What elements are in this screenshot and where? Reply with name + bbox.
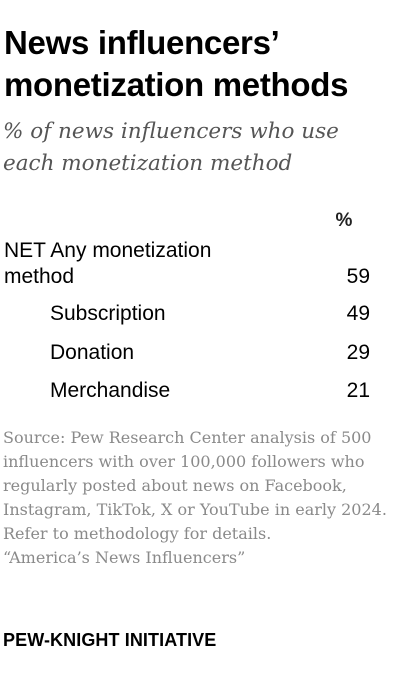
table-row-net: NET Any monetization method 59 bbox=[4, 238, 374, 292]
row-value: 59 bbox=[346, 265, 370, 288]
row-value: 49 bbox=[346, 302, 370, 325]
row-label: Merchandise bbox=[50, 379, 171, 402]
column-header-percent: % bbox=[335, 210, 353, 231]
row-value: 29 bbox=[346, 341, 370, 364]
row-label: Donation bbox=[50, 341, 135, 364]
brand-logo-text: PEW-KNIGHT INITIATIVE bbox=[3, 630, 217, 650]
row-value: 21 bbox=[346, 379, 370, 402]
chart-subtitle: % of news influencers who use each monet… bbox=[3, 119, 339, 176]
source-note: Source: Pew Research Center analysis of … bbox=[3, 428, 387, 567]
table-row-merchandise: Merchandise 21 bbox=[4, 378, 374, 404]
row-label: NET Any monetization method bbox=[4, 239, 212, 288]
chart-title: News influencers’ monetization methods bbox=[4, 24, 349, 103]
row-label: Subscription bbox=[50, 302, 166, 325]
table-row-donation: Donation 29 bbox=[4, 340, 374, 366]
table-row-subscription: Subscription 49 bbox=[4, 301, 374, 327]
